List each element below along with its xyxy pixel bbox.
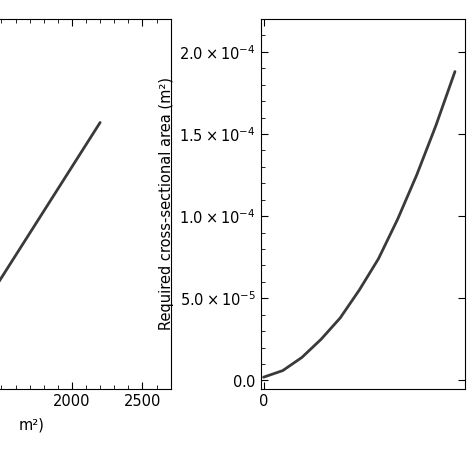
Text: m²): m²) — [19, 417, 45, 432]
Y-axis label: Required cross-sectional area (m²): Required cross-sectional area (m²) — [159, 77, 174, 330]
